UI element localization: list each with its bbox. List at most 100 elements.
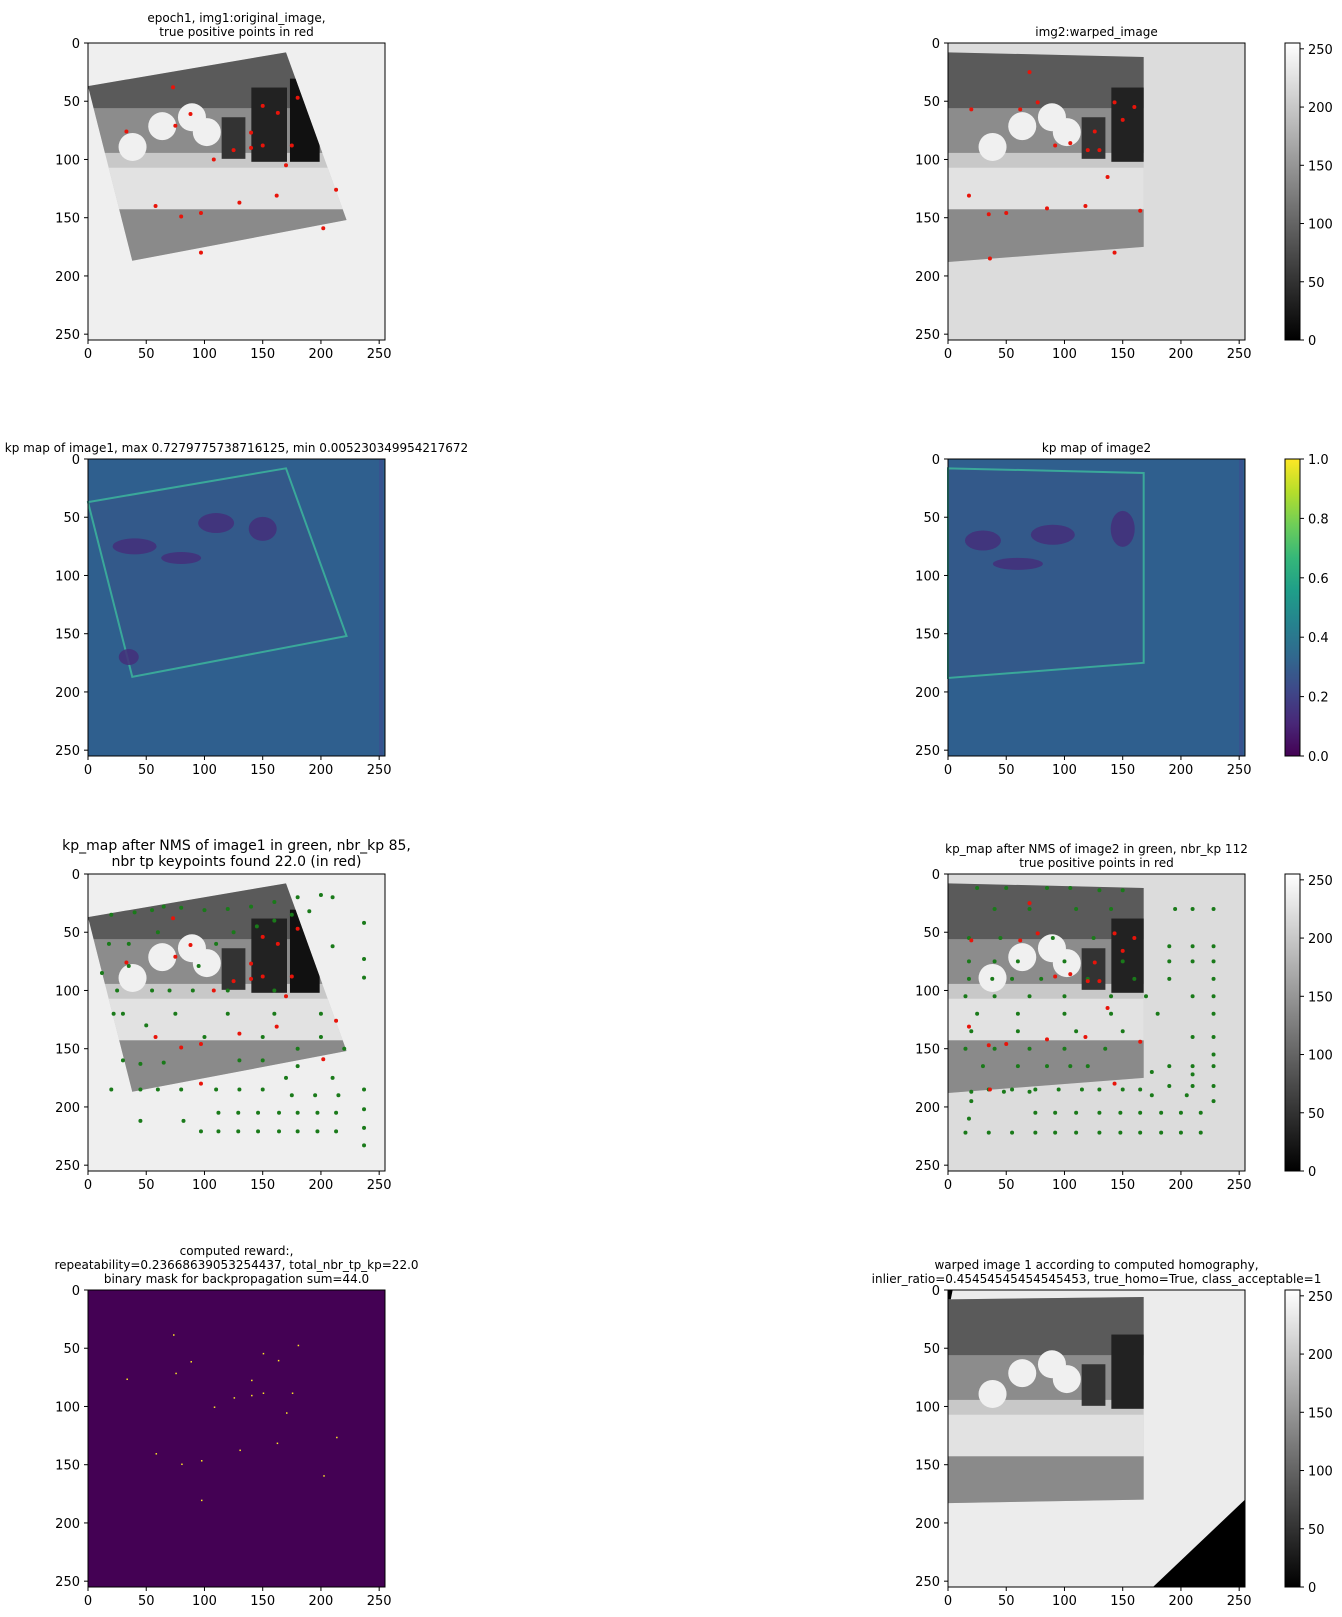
- keypoint-marker: [990, 976, 995, 981]
- image-content: [948, 1296, 1144, 1504]
- keypoint-marker: [1074, 1110, 1079, 1115]
- keypoint-marker: [987, 256, 992, 261]
- axes-frame: [947, 873, 1246, 1172]
- keypoint-marker: [1190, 1072, 1195, 1077]
- x-tick-label: 50: [138, 763, 155, 778]
- keypoint-marker: [1050, 936, 1055, 941]
- keypoint-marker: [992, 959, 997, 964]
- keypoint-marker: [237, 1031, 242, 1036]
- keypoint-marker: [153, 1035, 158, 1040]
- keypoint-marker: [225, 988, 230, 993]
- keypoint-marker: [975, 885, 980, 890]
- keypoint-marker: [155, 930, 160, 935]
- colorbar-tick-label: 150: [1308, 990, 1333, 1005]
- axes-frame: [947, 42, 1246, 341]
- keypoint-marker: [966, 959, 971, 964]
- y-tick-label: 100: [55, 1400, 80, 1415]
- heatmap-region: [86, 467, 348, 678]
- colorbar-bar: [1284, 1289, 1301, 1588]
- y-tick-label: 50: [63, 95, 80, 110]
- keypoint-marker: [173, 1011, 178, 1016]
- keypoint-marker: [1062, 1046, 1067, 1051]
- colorbar-tick-label: 250: [1308, 1290, 1333, 1305]
- heatmap-blob: [112, 538, 157, 555]
- y-tick-label: 250: [915, 328, 940, 343]
- keypoint-marker: [231, 979, 236, 984]
- x-tick-label: 250: [1227, 1178, 1252, 1193]
- keypoint-marker: [173, 123, 178, 128]
- keypoint-marker: [1027, 1046, 1032, 1051]
- keypoint-marker: [334, 1129, 339, 1134]
- keypoint-marker: [1085, 979, 1090, 984]
- keypoint-marker: [1211, 1099, 1216, 1104]
- keypoint-marker: [1132, 976, 1137, 981]
- keypoint-marker: [295, 1064, 300, 1069]
- keypoint-marker: [126, 941, 131, 946]
- y-tick-label: 50: [63, 926, 80, 941]
- y-tick-label: 0: [72, 868, 80, 883]
- keypoint-marker: [966, 193, 971, 198]
- keypoint-marker: [992, 906, 997, 911]
- keypoint-marker: [1039, 976, 1044, 981]
- y-tick-label: 150: [55, 1043, 80, 1058]
- keypoint-marker: [362, 1125, 367, 1130]
- keypoint-marker: [274, 193, 279, 198]
- heatmap-blob: [118, 649, 139, 665]
- keypoint-marker: [1120, 1087, 1125, 1092]
- keypoint-marker: [1083, 1035, 1088, 1040]
- keypoint-marker: [231, 148, 236, 153]
- y-tick-label: 0: [932, 453, 940, 468]
- keypoint-marker: [1159, 1130, 1164, 1135]
- axis-ticks: 0 0 50 50 100 100 150 150 200 200 250 250: [55, 868, 391, 1193]
- heatmap-blob: [1030, 524, 1075, 545]
- axes-frame: [947, 1289, 1246, 1588]
- keypoint-marker: [986, 1130, 991, 1135]
- keypoint-marker: [249, 904, 254, 909]
- x-tick-label: 200: [1169, 1178, 1194, 1193]
- keypoint-marker: [225, 906, 230, 911]
- keypoint-marker: [295, 895, 300, 900]
- y-tick-label: 150: [915, 1043, 940, 1058]
- axis-ticks: 0 0 50 50 100 100 150 150 200 200 250 250: [55, 453, 391, 778]
- y-tick-label: 200: [915, 1517, 940, 1532]
- panel-p6: 0 0 50 50 100 100 150 150 200 200 250 250 0 50 100 150 2…: [915, 868, 1333, 1193]
- keypoint-marker: [1149, 1070, 1154, 1074]
- keypoint-marker: [1211, 959, 1216, 964]
- keypoint-marker: [1138, 1130, 1143, 1135]
- keypoint-marker: [1132, 936, 1137, 941]
- keypoint-marker: [330, 944, 335, 949]
- mask-point: [297, 1344, 300, 1347]
- x-tick-label: 50: [998, 347, 1015, 362]
- axis-ticks: 0 0 50 50 100 100 150 150 200 200 250 250: [915, 453, 1251, 778]
- keypoint-marker: [138, 1087, 143, 1092]
- keypoint-marker: [313, 1093, 318, 1098]
- colorbar-tick-label: 250: [1308, 874, 1333, 889]
- x-tick-label: 50: [998, 1178, 1015, 1193]
- keypoint-marker: [295, 926, 300, 931]
- keypoint-marker: [249, 130, 254, 135]
- keypoint-marker: [124, 129, 129, 134]
- panel-title: warped image 1 according to computed hom…: [871, 1258, 1322, 1286]
- keypoint-marker: [1085, 148, 1090, 153]
- y-tick-label: 50: [63, 511, 80, 526]
- keypoint-marker: [966, 1116, 971, 1121]
- colorbar-tick-label: 250: [1308, 43, 1333, 58]
- keypoint-marker: [216, 1110, 221, 1115]
- keypoint-marker: [1062, 1011, 1067, 1016]
- keypoint-marker: [1004, 1042, 1009, 1047]
- keypoint-marker: [362, 920, 367, 925]
- keypoint-marker: [214, 1087, 219, 1092]
- x-tick-label: 50: [998, 763, 1015, 778]
- y-tick-label: 0: [72, 1284, 80, 1299]
- keypoint-marker: [1027, 901, 1032, 906]
- keypoint-marker: [1138, 1110, 1143, 1115]
- colorbar-tick-label: 0: [1308, 1165, 1316, 1180]
- keypoint-marker: [1167, 1064, 1172, 1069]
- keypoint-marker: [1211, 1035, 1216, 1040]
- keypoint-marker: [289, 974, 294, 979]
- mask-background: [88, 1290, 385, 1587]
- keypoint-marker: [1190, 994, 1195, 999]
- axis-ticks: 0 0 50 50 100 100 150 150 200 200 250 250: [915, 1284, 1251, 1609]
- axes-frame: [87, 458, 386, 757]
- keypoint-marker: [963, 1046, 968, 1051]
